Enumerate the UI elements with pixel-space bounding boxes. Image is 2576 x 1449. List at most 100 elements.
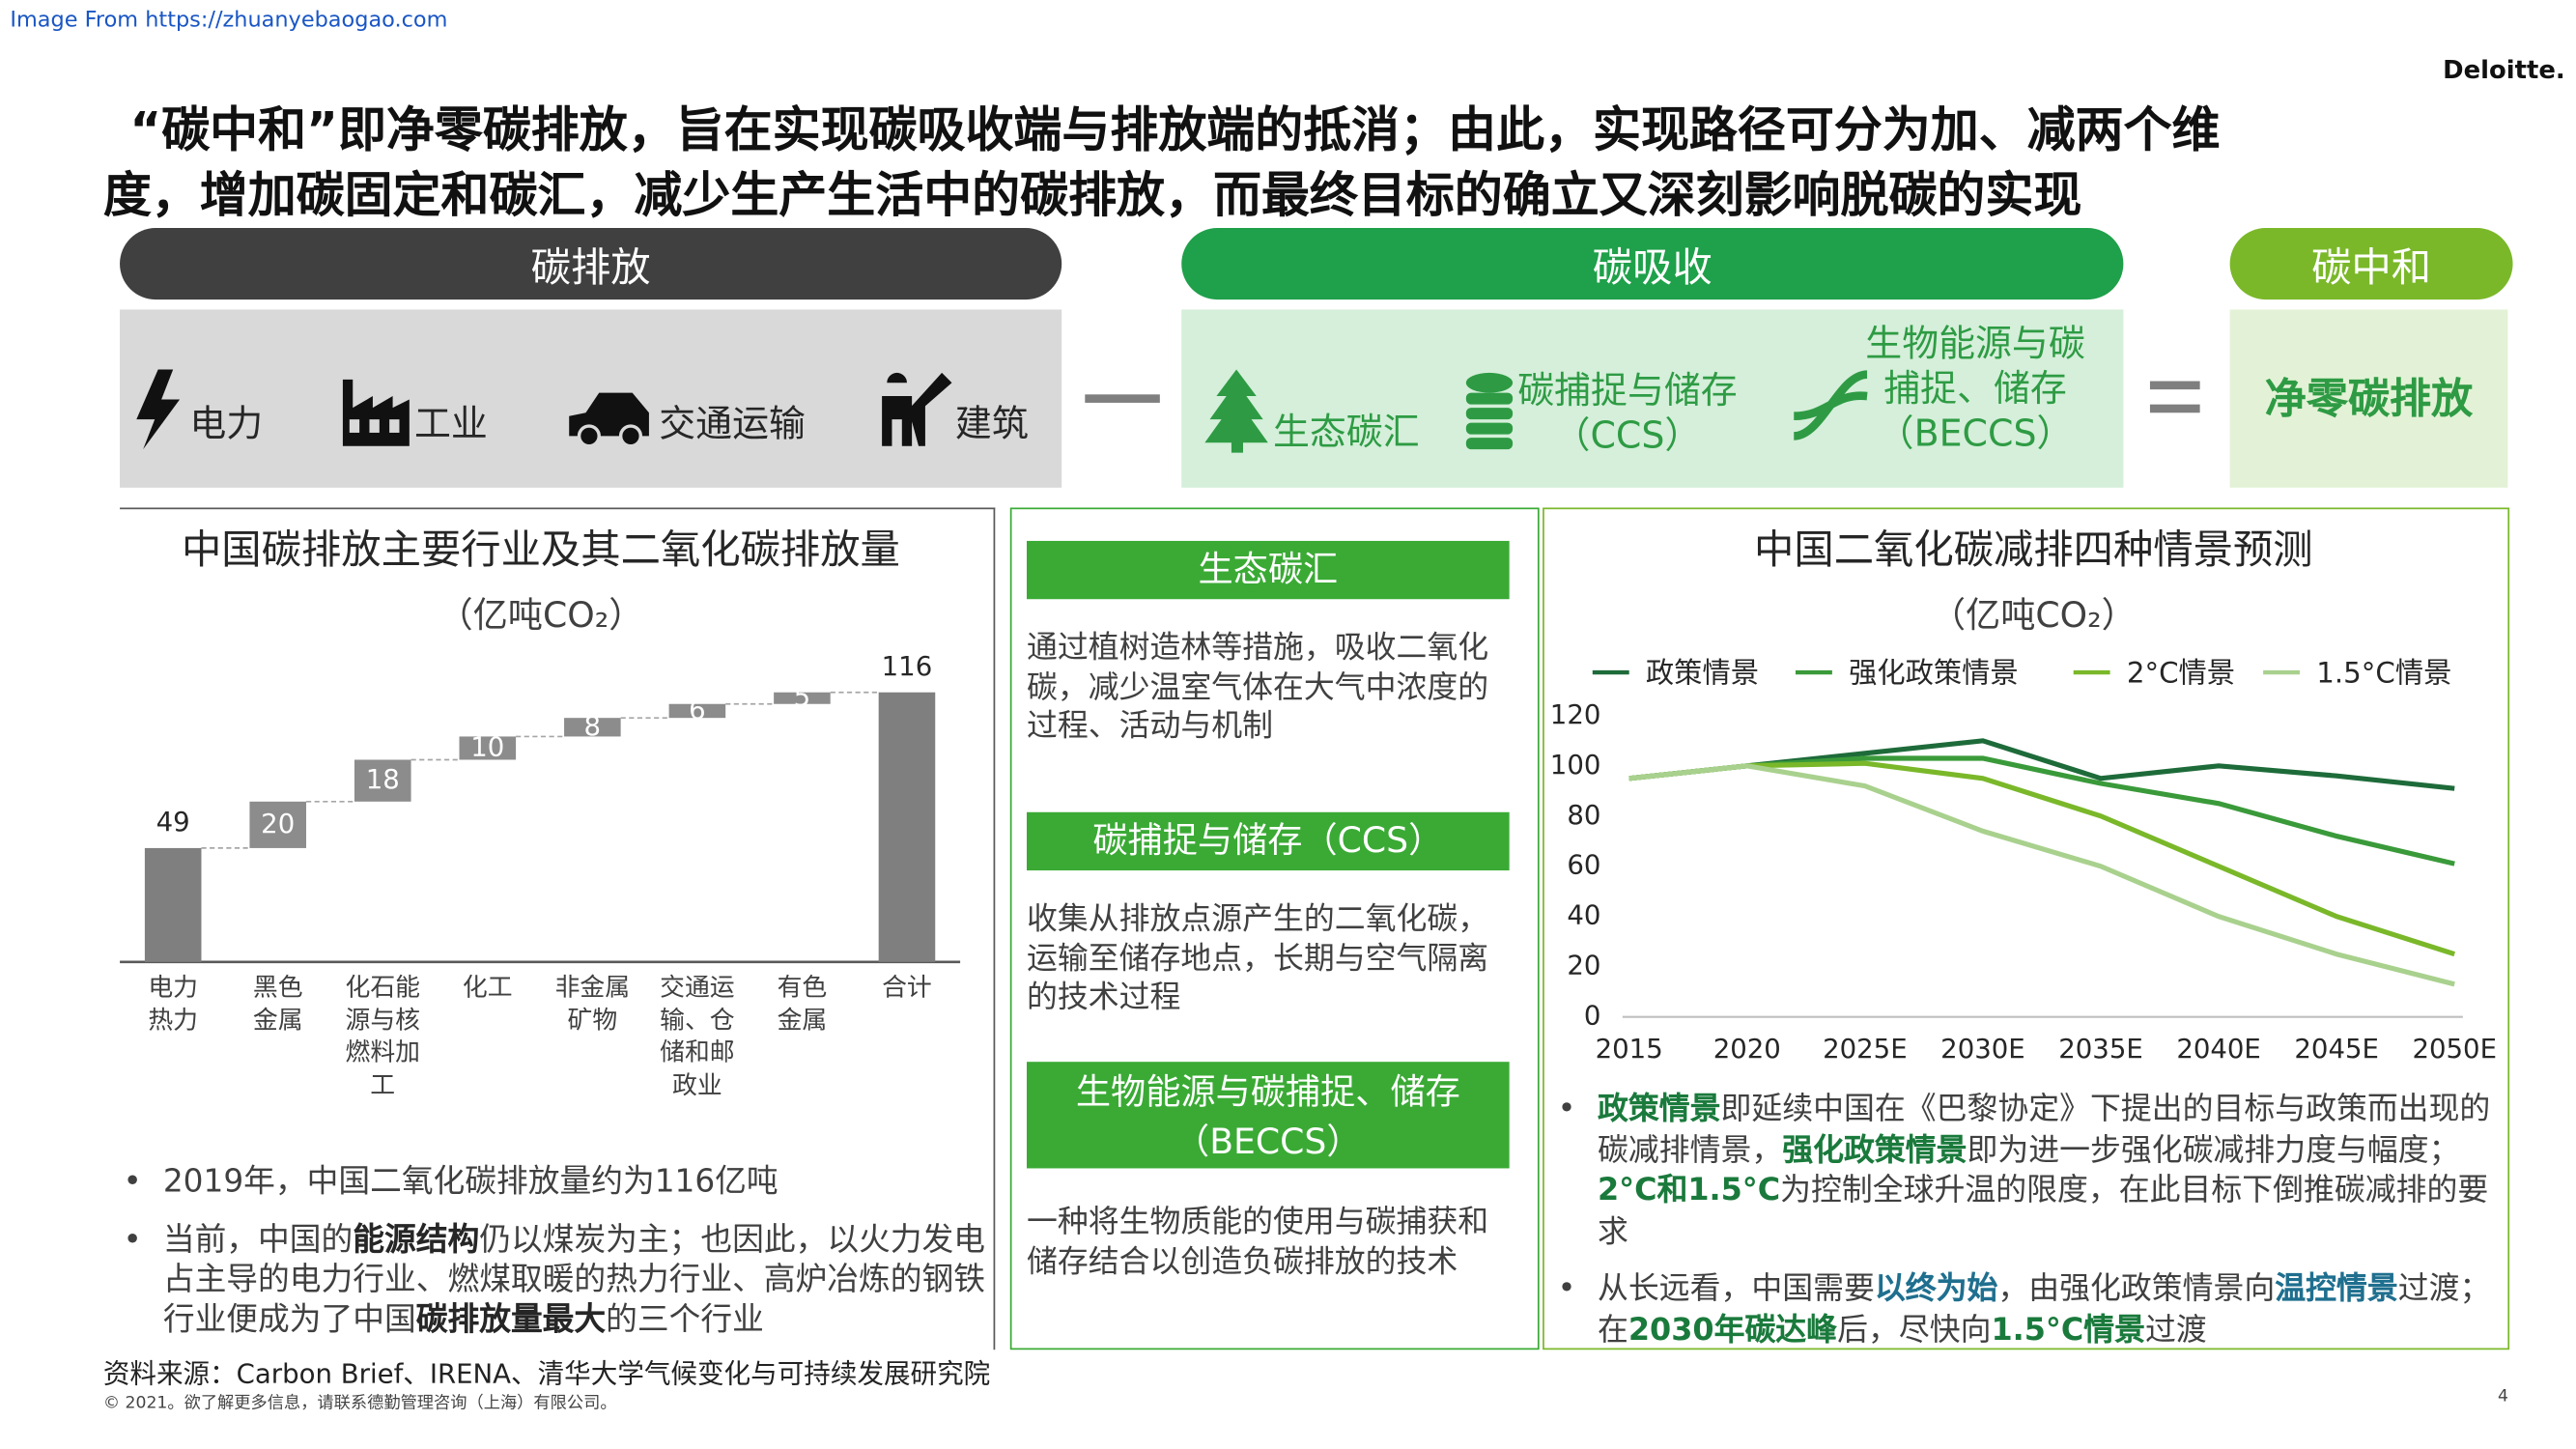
bullet-text: 从长远看，中国需要	[1597, 1271, 1875, 1307]
bullet-emphasis: 2°C和1.5°C	[1597, 1173, 1781, 1208]
absorption-item-line: 碳捕捉与储存	[1517, 371, 1738, 413]
legend-label: 2°C情景	[2127, 656, 2235, 689]
y-tick-label: 100	[1550, 750, 1601, 781]
bullet-text: 后，尽快向	[1837, 1312, 1992, 1348]
x-tick-label: 2020	[1713, 1034, 1781, 1065]
x-tick-label: 2035E	[2058, 1034, 2143, 1065]
bar	[878, 692, 936, 962]
absorption-band	[1181, 309, 2124, 488]
bullet-text: 过渡；在	[1597, 1271, 2491, 1348]
y-tick-label: 120	[1550, 699, 1601, 730]
bar	[668, 703, 726, 719]
series-line	[1628, 760, 2456, 957]
bullet-text: 即为进一步强化碳减排力度与幅度；	[1967, 1132, 2460, 1168]
car-wheel	[618, 424, 643, 448]
absorption-item-line: 生物能源与碳	[1865, 324, 2085, 367]
page-number: 4	[2498, 1387, 2509, 1406]
bullet-text: 的三个行业	[606, 1301, 764, 1339]
copyright: © 2021。欲了解更多信息，请联系德勤管理咨询（上海）有限公司。	[102, 1394, 617, 1413]
y-tick-label: 0	[1584, 1001, 1601, 1032]
value-label: 49	[156, 807, 190, 838]
bullet: 政策情景即延续中国在《巴黎协定》下提出的目标与政策而出现的碳减排情景，强化政策情…	[1558, 1090, 2493, 1253]
logo: Deloitte.	[2443, 54, 2565, 85]
series-line	[1628, 763, 2455, 987]
value-label: 20	[261, 809, 295, 839]
absorption-item-line: （CCS）	[1553, 415, 1702, 458]
bullet-text: 过渡	[2145, 1312, 2207, 1348]
section-pill: 碳吸收	[1181, 228, 2124, 300]
equals-sign	[2149, 404, 2200, 413]
value-label: 116	[882, 651, 933, 682]
bar	[459, 736, 517, 760]
absorption-item-line: 捕捉、储存	[1883, 369, 2067, 412]
chart-subtitle: （亿吨CO₂）	[438, 594, 643, 636]
value-label: 6	[689, 695, 706, 725]
value-label: 8	[584, 711, 602, 742]
x-tick-label: 化工	[462, 972, 513, 1003]
bullet-emphasis: 能源结构	[353, 1221, 480, 1259]
x-tick-label: 黑色金属	[252, 972, 303, 1035]
y-tick-label: 40	[1567, 900, 1600, 931]
legend-label: 政策情景	[1646, 656, 1759, 689]
method-text: 收集从排放点源产生的二氧化碳，运输至储存地点，长期与空气隔离的技术过程	[1027, 901, 1489, 1015]
absorption-item-line: 生态碳汇	[1272, 412, 1420, 455]
middle-panel	[1009, 507, 1540, 1350]
bullet-text: 即延续中国在《巴黎协定》下提出的目标与政策而出现的碳减排情景，	[1597, 1092, 2491, 1168]
bullet-text: 仍以煤炭为主；也因此，以火力发电占主导的电力行业、燃煤取暖的热力行业、高炉冶炼的…	[162, 1221, 986, 1339]
line-chart: 中国二氧化碳减排四种情景预测 （亿吨CO₂） 政策情景 强化政策情景 2°C情景 1.5°…	[1550, 526, 2497, 1065]
bullet-emphasis: 碳排放量最大	[415, 1301, 607, 1339]
x-tick-label: 化石能源与核燃料加工	[345, 972, 421, 1099]
x-tick-label: 电力热力	[148, 972, 199, 1035]
bullet-emphasis: 温控情景	[2275, 1271, 2398, 1307]
bullet-emphasis: 强化政策情景	[1782, 1132, 1967, 1168]
x-tick-label: 2040E	[2176, 1034, 2261, 1065]
factory-window	[389, 419, 400, 433]
x-tick-label: 有色金属	[777, 972, 828, 1035]
y-tick-label: 60	[1567, 850, 1600, 881]
absorption-item-line: （BECCS）	[1877, 413, 2074, 457]
x-tick-label: 交通运输、仓储和邮政业	[660, 972, 735, 1099]
bullet-text: ，由强化政策情景向	[1997, 1271, 2276, 1307]
chart-title: 中国碳排放主要行业及其二氧化碳排放量	[182, 526, 900, 573]
equals-sign	[2149, 381, 2200, 390]
legend-label: 强化政策情景	[1849, 656, 2019, 689]
method-heading: 生物能源与碳捕捉、储存（BECCS）	[1027, 1062, 1510, 1169]
method-text: 通过植树造林等措施，吸收二氧化碳，减少温室气体在大气中浓度的过程、活动与机制	[1027, 630, 1489, 745]
neutral-band	[2229, 309, 2508, 488]
bullet-emphasis: 以终为始	[1874, 1271, 1998, 1307]
source: 资料来源：Carbon Brief、IRENA、清华大学气候变化与可持续发展研究…	[102, 1357, 991, 1390]
section-pill: 碳排放	[120, 228, 1062, 300]
left-panel	[120, 507, 996, 1350]
x-tick-label: 2030E	[1940, 1034, 2025, 1065]
method-heading: 生态碳汇	[1027, 540, 1510, 600]
bullet-text: 2019年，中国二氧化碳排放量约为116亿吨	[162, 1163, 778, 1201]
car-wheel	[577, 424, 601, 448]
value-label: 18	[366, 764, 400, 795]
chart-subtitle: （亿吨CO₂）	[1931, 594, 2137, 636]
icons	[136, 369, 2200, 453]
bullet-emphasis: 1.5°C情景	[1991, 1312, 2146, 1348]
tree-icon	[1204, 369, 1268, 453]
bullet-text: 为控制全球升温的限度，在此目标下倒推碳减排的要求	[1597, 1173, 2489, 1250]
x-tick-label: 2050E	[2412, 1034, 2497, 1065]
bar	[354, 759, 411, 802]
value-label: 10	[470, 731, 504, 762]
lightning-icon	[136, 369, 181, 450]
section-pill: 碳中和	[2229, 228, 2513, 300]
bar	[774, 692, 831, 704]
emission-item: 工业	[413, 404, 488, 446]
value-label: 5	[794, 682, 811, 713]
x-tick-label: 非金属矿物	[554, 972, 631, 1035]
bullet-emphasis: 政策情景	[1597, 1092, 1721, 1127]
x-tick-label: 2045E	[2294, 1034, 2379, 1065]
factory-window	[369, 419, 380, 433]
emission-item: 建筑	[954, 404, 1029, 446]
x-tick-label: 2025E	[1823, 1034, 1908, 1065]
factory-icon	[342, 379, 410, 446]
legend-label: 1.5°C情景	[2316, 656, 2451, 689]
neutral-result: 净零碳排放	[2264, 374, 2474, 423]
bullet: 当前，中国的能源结构仍以煤炭为主；也因此，以火力发电占主导的电力行业、燃煤取暖的…	[123, 1220, 987, 1340]
bullet-text: 当前，中国的	[162, 1221, 354, 1259]
